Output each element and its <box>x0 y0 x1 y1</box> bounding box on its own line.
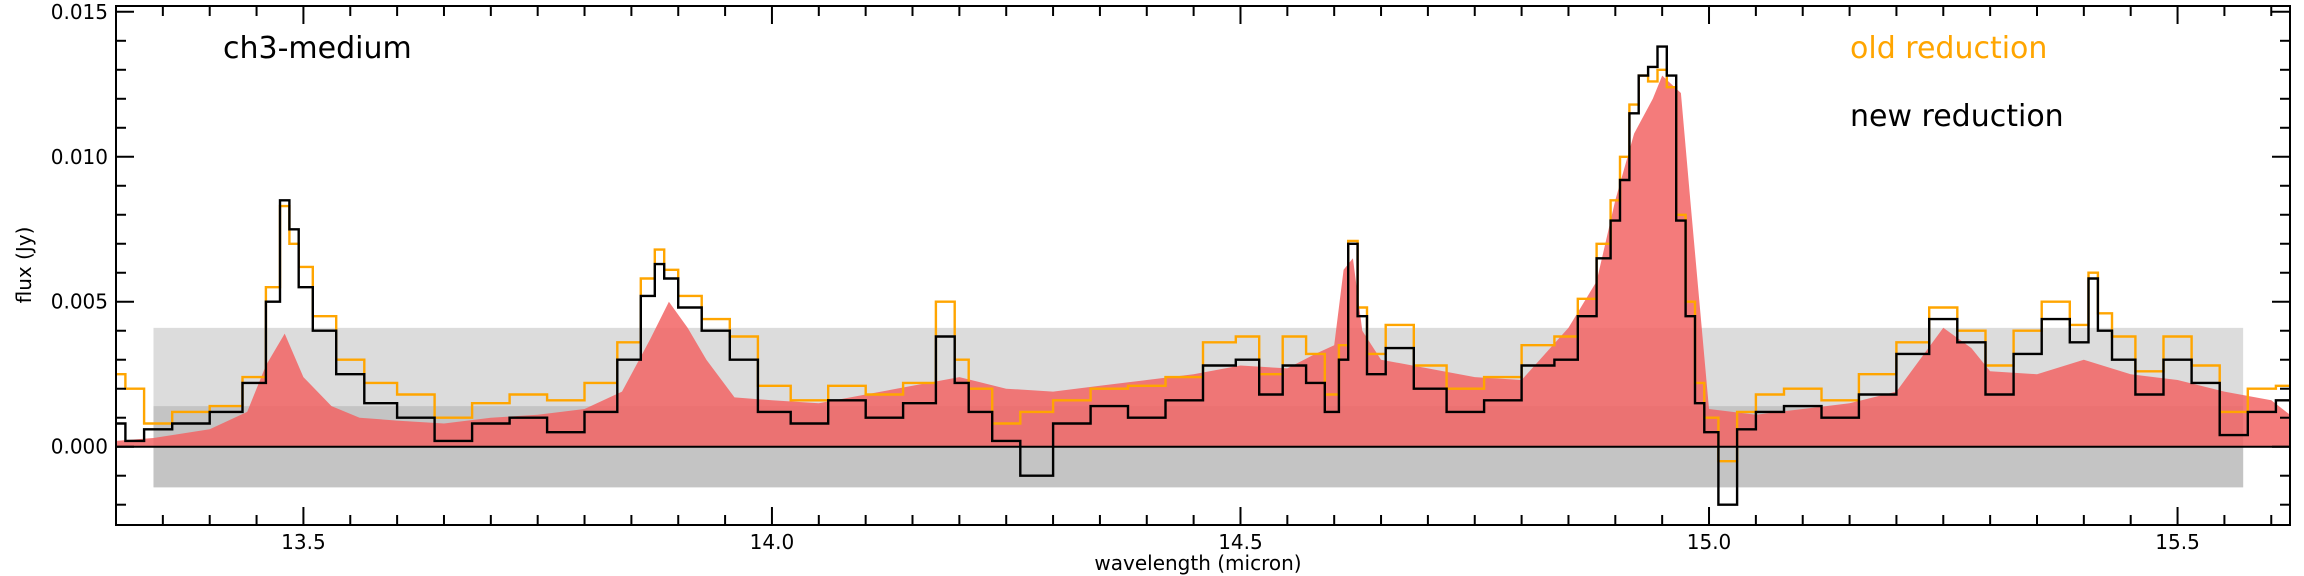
series-line-old-reduction <box>116 68 2290 463</box>
x-tick-label: 15.0 <box>1687 530 1732 554</box>
panel-label: ch3-medium <box>223 31 412 66</box>
x-tick-label: 14.0 <box>750 530 795 554</box>
plot-frame <box>115 5 2291 526</box>
legend-old-reduction: old reduction <box>1850 31 2047 66</box>
series-lines-layer <box>116 45 2290 506</box>
axis-ticks <box>115 6 2290 525</box>
model-fill-series <box>116 75 2290 447</box>
legend-new-reduction: new reduction <box>1850 99 2064 134</box>
y-tick-label: 0.005 <box>51 290 108 314</box>
y-tick-label: 0.015 <box>51 0 108 24</box>
x-tick-label: 13.5 <box>281 530 326 554</box>
x-axis-label: wavelength (micron) <box>1094 551 1301 575</box>
y-tick-label: 0.010 <box>51 145 108 169</box>
x-tick-label: 14.5 <box>1218 530 1263 554</box>
series-line-new-reduction <box>116 45 2290 506</box>
model-fill-layer <box>116 75 2290 447</box>
x-tick-label: 15.5 <box>2155 530 2200 554</box>
y-axis-label: flux (Jy) <box>12 227 36 304</box>
axis-tick-labels: 13.5 14.0 14.5 15.0 15.5 0.000 0.005 0.010 0.015 <box>51 0 2200 554</box>
y-tick-label: 0.000 <box>51 435 108 459</box>
